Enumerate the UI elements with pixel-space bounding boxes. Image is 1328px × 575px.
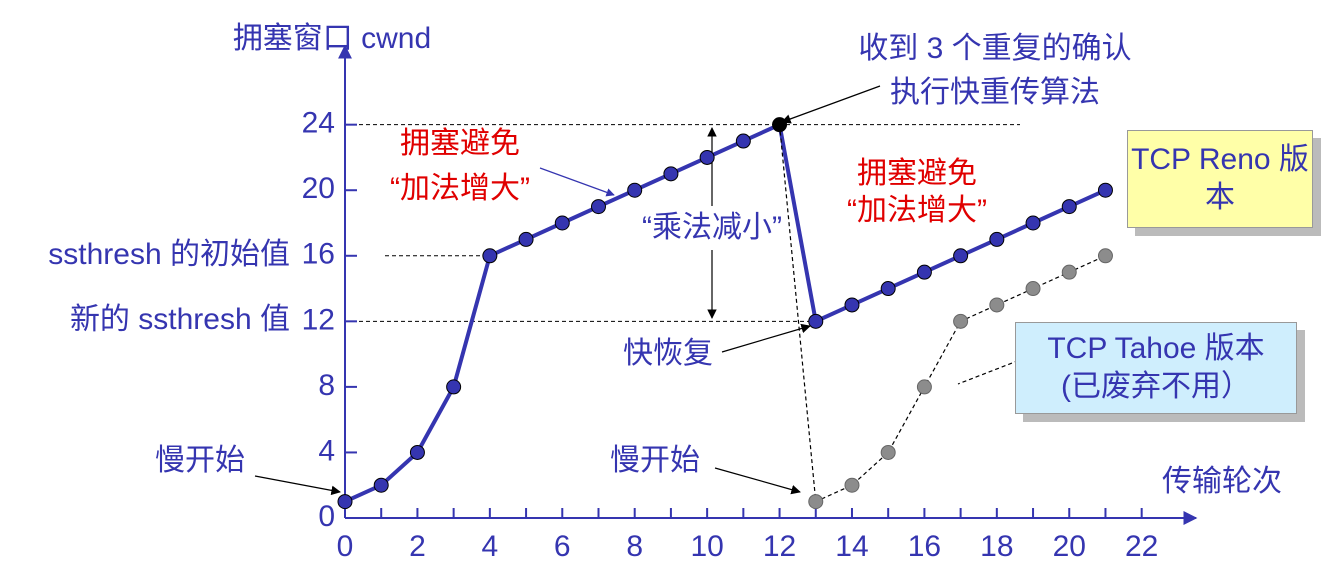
x-tick-label: 0	[337, 530, 354, 563]
annotation: 收到 3 个重复的确认	[858, 32, 1131, 65]
y-tick-label: 12	[302, 303, 335, 336]
x-tick-label: 8	[626, 530, 643, 563]
data-point	[989, 231, 1005, 247]
x-tick-label: 12	[763, 530, 796, 563]
pointer	[714, 467, 801, 495]
data-point	[808, 494, 824, 510]
y-axis-label: 拥塞窗口 cwnd	[233, 22, 431, 55]
x-axis-label: 传输轮次	[1162, 465, 1282, 498]
pointer	[781, 85, 881, 124]
annotation: 拥塞避免	[400, 127, 520, 160]
data-point	[446, 379, 462, 395]
data-point	[1061, 264, 1077, 280]
data-point	[953, 313, 969, 329]
legend-tahoe: TCP Tahoe 版本 (已废弃不用）	[1015, 322, 1297, 414]
x-tick-label: 20	[1053, 530, 1086, 563]
x-tick-label: 2	[409, 530, 426, 563]
legend-label: TCP Reno 版本	[1131, 143, 1309, 214]
annotation: 慢开始	[610, 444, 700, 477]
annotation: 拥塞避免	[857, 157, 977, 190]
annotation: 执行快重传算法	[890, 76, 1100, 109]
annotation: ssthresh 的初始值	[48, 238, 290, 271]
x-tick-label: 22	[1125, 530, 1158, 563]
data-point	[953, 248, 969, 264]
y-tick-label: 24	[302, 107, 335, 140]
data-point	[844, 477, 860, 493]
data-point	[1025, 281, 1041, 297]
pointer	[254, 475, 341, 496]
y-tick-label: 0	[318, 500, 335, 533]
annotation: 快恢复	[623, 337, 713, 370]
pointers	[254, 85, 1026, 496]
x-tick-label: 6	[554, 530, 571, 563]
data-point	[916, 379, 932, 395]
legend-reno: TCP Reno 版本	[1127, 130, 1313, 228]
series-line	[778, 124, 1106, 503]
data-point	[590, 199, 606, 215]
x-tick-label: 14	[835, 530, 868, 563]
data-point	[844, 297, 860, 313]
legend-label: TCP Tahoe 版本	[1047, 332, 1265, 365]
data-point	[663, 166, 679, 182]
data-point	[880, 281, 896, 297]
data-point	[627, 182, 643, 198]
pointer	[721, 323, 811, 353]
annotation: 慢开始	[155, 444, 245, 477]
data-point	[482, 248, 498, 264]
data-point	[337, 494, 353, 510]
data-point	[409, 444, 425, 460]
data-point	[554, 215, 570, 231]
annotation: 新的 ssthresh 值	[70, 303, 290, 336]
annotation: “乘法减小”	[642, 211, 782, 244]
data-point	[989, 297, 1005, 313]
data-point	[880, 444, 896, 460]
data-point	[772, 117, 788, 133]
data-point	[1025, 215, 1041, 231]
data-point	[916, 264, 932, 280]
annotation: “加法增大”	[847, 194, 987, 227]
data-point	[735, 133, 751, 149]
data-point	[373, 477, 389, 493]
x-tick-label: 18	[980, 530, 1013, 563]
data-point	[518, 231, 534, 247]
annotation: “加法增大”	[390, 172, 530, 205]
data-point	[1061, 199, 1077, 215]
x-tick-label: 16	[908, 530, 941, 563]
x-tick-label: 10	[690, 530, 723, 563]
data-point	[1097, 182, 1113, 198]
pointer	[957, 357, 1026, 385]
y-tick-label: 20	[302, 172, 335, 205]
y-tick-label: 8	[318, 369, 335, 402]
pointer	[539, 167, 615, 197]
y-tick-label: 4	[318, 434, 335, 467]
data-point	[808, 313, 824, 329]
data-point	[699, 149, 715, 165]
data-point	[1097, 248, 1113, 264]
annotation: (已废弃不用）	[1061, 370, 1251, 403]
series-line	[344, 121, 1107, 504]
y-tick-label: 16	[302, 238, 335, 271]
x-tick-label: 4	[482, 530, 499, 563]
